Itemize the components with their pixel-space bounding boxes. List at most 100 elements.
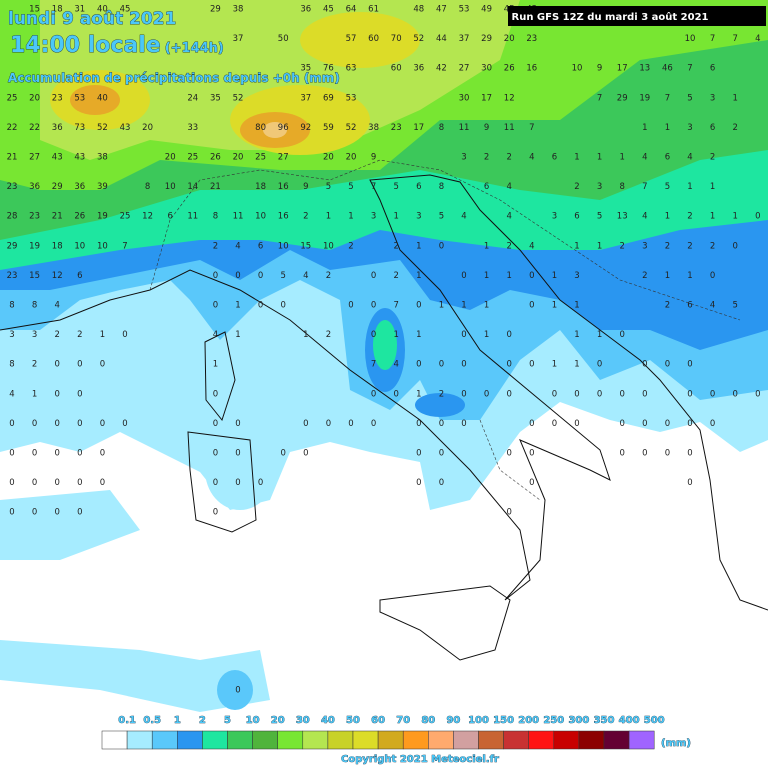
precip-value: 20	[142, 123, 153, 133]
precip-value: 0	[416, 360, 421, 370]
precip-value: 42	[436, 64, 447, 74]
precip-value: 38	[233, 5, 244, 15]
legend-label: 60	[371, 715, 385, 726]
legend-swatch	[402, 730, 429, 750]
coastlines	[0, 159, 768, 661]
precip-value: 27	[278, 153, 289, 163]
precip-value: 1	[506, 271, 511, 281]
precip-value: 0	[54, 360, 59, 370]
precip-value: 6	[167, 212, 172, 222]
precip-value: 5	[597, 212, 602, 222]
precip-value: 0	[32, 508, 37, 518]
precip-value: 44	[436, 34, 447, 44]
precip-value: 52	[346, 123, 357, 133]
precip-value: 5	[687, 93, 692, 103]
precip-value: 0	[710, 389, 715, 399]
precip-value: 2	[732, 123, 737, 133]
precip-value: 4	[235, 241, 240, 251]
precip-value: 36	[300, 5, 311, 15]
precip-value: 35	[300, 64, 311, 74]
precip-value: 4	[54, 301, 59, 311]
precip-value: 11	[233, 212, 244, 222]
precip-value: 0	[687, 419, 692, 429]
precip-value: 0	[235, 449, 240, 459]
precip-value: 0	[710, 419, 715, 429]
precip-value: 37	[233, 34, 244, 44]
legend-swatch	[202, 730, 228, 750]
precip-value: 16	[526, 64, 537, 74]
precip-value: 2	[32, 360, 37, 370]
precip-value: 0	[461, 360, 466, 370]
precip-value: 13	[639, 64, 650, 74]
precip-value: 23	[526, 34, 537, 44]
precip-value: 6	[552, 153, 557, 163]
precip-value: 0	[416, 478, 421, 488]
precip-value: 21	[210, 182, 221, 192]
precip-value: 20	[165, 153, 176, 163]
precip-value: 0	[371, 389, 376, 399]
precip-value: 61	[368, 5, 379, 15]
precip-value: 53	[74, 93, 85, 103]
precip-value: 0	[213, 301, 218, 311]
precip-value: 0	[213, 419, 218, 429]
precip-value: 0	[529, 419, 534, 429]
precip-value: 4	[9, 389, 14, 399]
precip-value: 6	[574, 212, 579, 222]
precip-value: 0	[552, 419, 557, 429]
precip-value: 4	[687, 153, 692, 163]
precip-value: 1	[484, 271, 489, 281]
precip-value: 1	[597, 153, 602, 163]
precip-value: 0	[77, 419, 82, 429]
precip-value: 1	[416, 330, 421, 340]
legend-swatch	[578, 730, 605, 750]
precip-value: 0	[371, 271, 376, 281]
legend-swatch	[327, 730, 354, 750]
precip-value: 0	[213, 389, 218, 399]
legend-swatch	[352, 730, 379, 750]
precip-value: 1	[574, 360, 579, 370]
precip-value: 8	[213, 212, 218, 222]
precip-value: 60	[368, 34, 379, 44]
precip-value: 2	[484, 153, 489, 163]
precip-value: 0	[665, 419, 670, 429]
precip-value: 1	[552, 301, 557, 311]
precip-value: 27	[459, 64, 470, 74]
precip-value: 2	[439, 389, 444, 399]
precip-value: 17	[481, 93, 492, 103]
precip-value: 23	[391, 123, 402, 133]
precip-value: 0	[665, 360, 670, 370]
legend-label: 150	[493, 715, 514, 726]
precip-value: 1	[326, 212, 331, 222]
precip-value: 20	[29, 93, 40, 103]
precip-value: 0	[461, 419, 466, 429]
precip-value: 2	[54, 330, 59, 340]
precip-value: 2	[213, 241, 218, 251]
precip-value: 1	[393, 330, 398, 340]
legend-swatch	[503, 730, 529, 750]
precip-value: 7	[665, 93, 670, 103]
precip-value: 10	[97, 241, 108, 251]
precip-value: 36	[29, 182, 40, 192]
precip-value: 0	[213, 508, 218, 518]
precip-value: 10	[323, 241, 334, 251]
precip-value: 1	[687, 271, 692, 281]
precip-value: 0	[32, 449, 37, 459]
precip-value: 0	[77, 389, 82, 399]
precip-value: 0	[755, 389, 760, 399]
precip-value: 5	[326, 182, 331, 192]
precip-value: 38	[368, 123, 379, 133]
precip-value: 0	[439, 241, 444, 251]
precip-value: 23	[29, 212, 40, 222]
precip-value: 0	[9, 419, 14, 429]
precip-value: 80	[255, 123, 266, 133]
precip-value: 0	[461, 389, 466, 399]
precip-value: 0	[32, 478, 37, 488]
precip-value: 4	[461, 212, 466, 222]
legend-swatch	[177, 730, 203, 750]
precip-value: 1	[100, 330, 105, 340]
precip-value: 11	[187, 212, 198, 222]
precip-value: 14	[187, 182, 198, 192]
precip-value: 0	[416, 419, 421, 429]
copyright: Copyright 2021 Meteociel.fr	[341, 754, 499, 765]
precip-value: 1	[416, 271, 421, 281]
